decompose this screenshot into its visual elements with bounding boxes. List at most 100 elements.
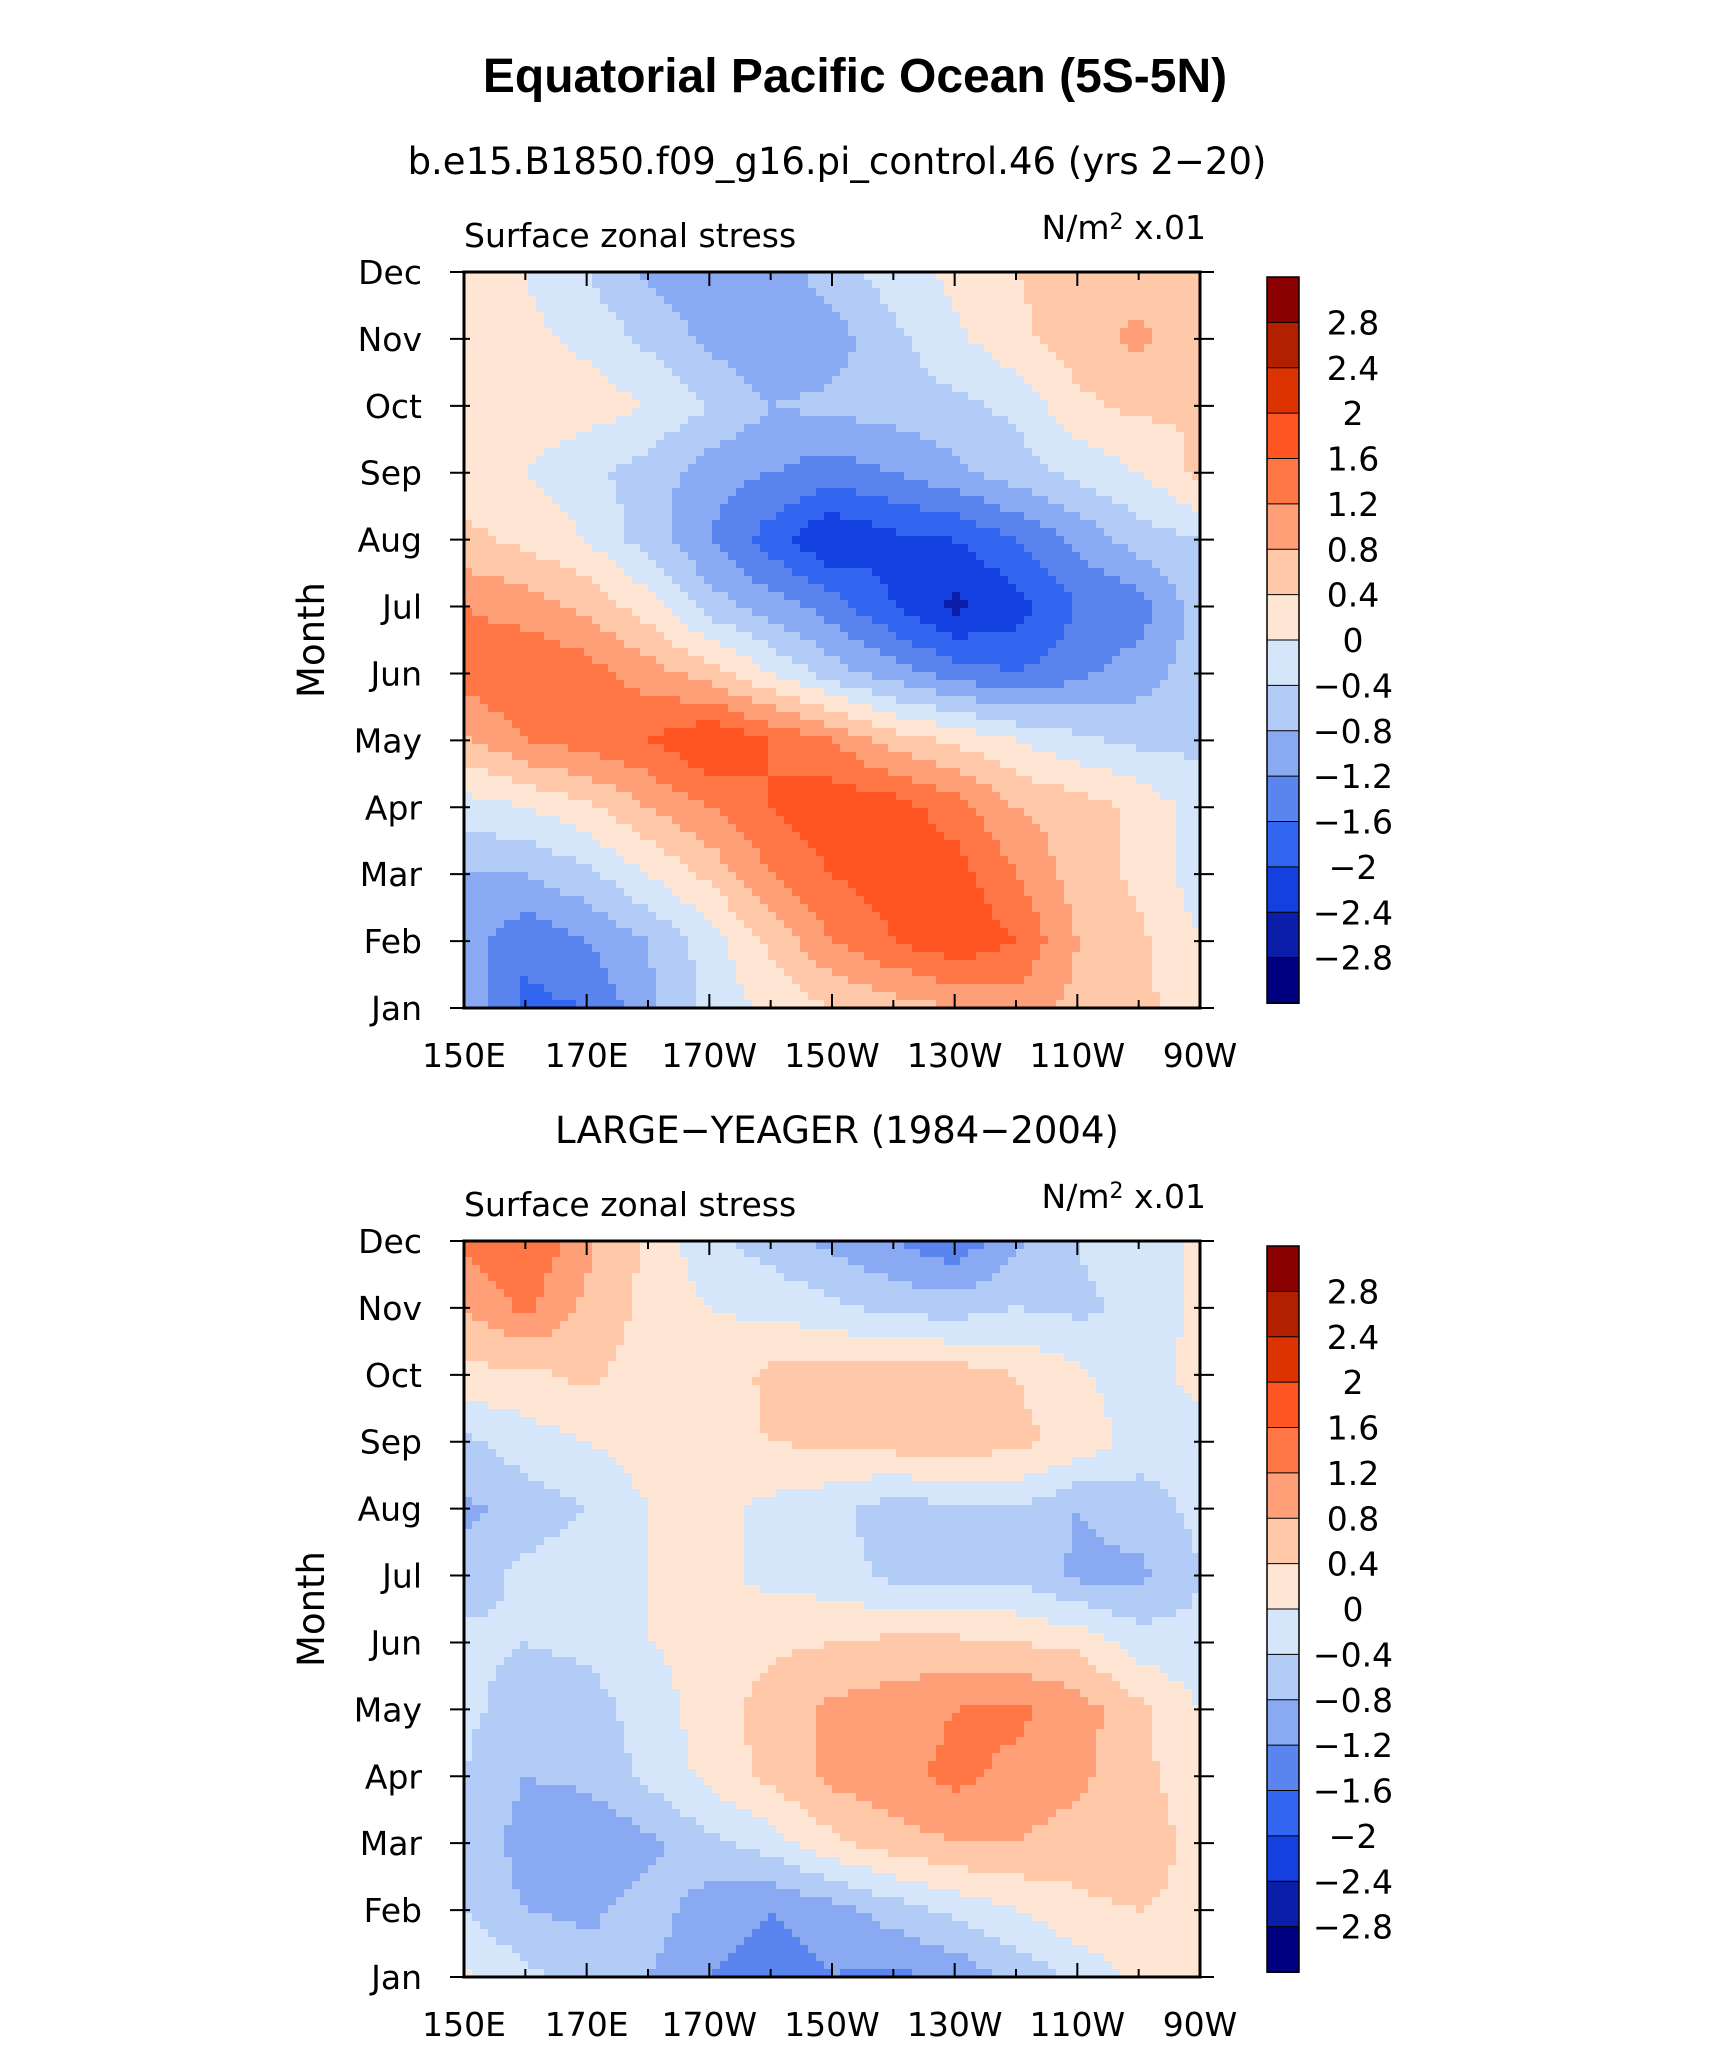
contour-cell [1112,328,1121,337]
contour-cell [904,392,913,401]
contour-cell [1032,296,1041,305]
contour-cell [656,632,665,641]
contour-cell [1056,448,1065,457]
contour-cell [1144,408,1153,417]
contour-cell [600,328,609,337]
contour-cell [696,496,705,505]
contour-cell [888,648,897,657]
contour-cell [880,360,889,369]
contour-cell [1008,336,1017,345]
contour-cell [960,552,969,561]
contour-cell [944,424,953,433]
contour-cell [776,608,785,617]
contour-cell [912,632,921,641]
contour-cell [984,568,993,577]
contour-cell [736,384,745,393]
contour-cell [744,336,753,345]
contour-cell [1024,392,1033,401]
contour-cell [1184,664,1193,673]
contour-cell [1088,328,1097,337]
contour-cell [616,584,625,593]
contour-cell [1032,416,1041,425]
contour-cell [1168,400,1177,409]
contour-cell [1000,496,1009,505]
contour-cell [624,504,633,513]
contour-cell [568,304,577,313]
contour-cell [584,696,593,705]
contour-cell [848,664,857,673]
contour-cell [1080,496,1089,505]
contour-cell [824,352,833,361]
contour-cell [648,616,657,625]
contour-cell [744,296,753,305]
contour-cell [712,416,721,425]
contour-cell [792,416,801,425]
contour-cell [576,600,585,609]
contour-cell [872,272,881,281]
contour-cell [1088,432,1097,441]
contour-cell [896,496,905,505]
contour-cell [520,600,529,609]
contour-cell [984,512,993,521]
contour-cell [496,656,505,665]
contour-cell [1168,648,1177,657]
contour-cell [528,448,537,457]
contour-cell [576,680,585,689]
contour-cell [976,472,985,481]
contour-cell [736,656,745,665]
contour-cell [1128,600,1137,609]
contour-cell [1096,608,1105,617]
contour-cell [560,296,569,305]
contour-cell [984,640,993,649]
contour-cell [688,640,697,649]
contour-cell [688,448,697,457]
contour-cell [944,680,953,689]
contour-cell [1160,408,1169,417]
contour-cell [1000,648,1009,657]
contour-cell [728,336,737,345]
contour-cell [944,600,953,609]
contour-cell [928,680,937,689]
contour-cell [816,624,825,633]
contour-cell [1016,672,1025,681]
contour-cell [496,544,505,553]
contour-cell [960,480,969,489]
contour-cell [1000,544,1009,553]
contour-cell [840,480,849,489]
contour-cell [856,392,865,401]
contour-cell [656,312,665,321]
contour-cell [720,480,729,489]
contour-cell [1128,488,1137,497]
contour-cell [776,416,785,425]
contour-cell [1176,576,1185,585]
contour-cell [704,384,713,393]
contour-cell [1104,504,1113,513]
contour-cell [848,336,857,345]
contour-cell [1040,672,1049,681]
contour-cell [1008,616,1017,625]
contour-cell [528,616,537,625]
contour-cell [568,672,577,681]
contour-cell [704,616,713,625]
contour-cell [784,544,793,553]
contour-cell [992,384,1001,393]
contour-cell [488,648,497,657]
contour-cell [816,608,825,617]
contour-cell [1160,336,1169,345]
contour-cell [920,648,929,657]
contour-cell [704,304,713,313]
contour-cell [1104,632,1113,641]
contour-cell [880,480,889,489]
contour-cell [1064,512,1073,521]
contour-cell [1080,432,1089,441]
contour-cell [1088,400,1097,409]
contour-cell [800,496,809,505]
contour-cell [952,504,961,513]
contour-cell [848,360,857,369]
contour-cell [792,400,801,409]
contour-cell [592,336,601,345]
contour-cell [656,696,665,705]
contour-cell [696,600,705,609]
contour-cell [576,392,585,401]
contour-cell [976,400,985,409]
